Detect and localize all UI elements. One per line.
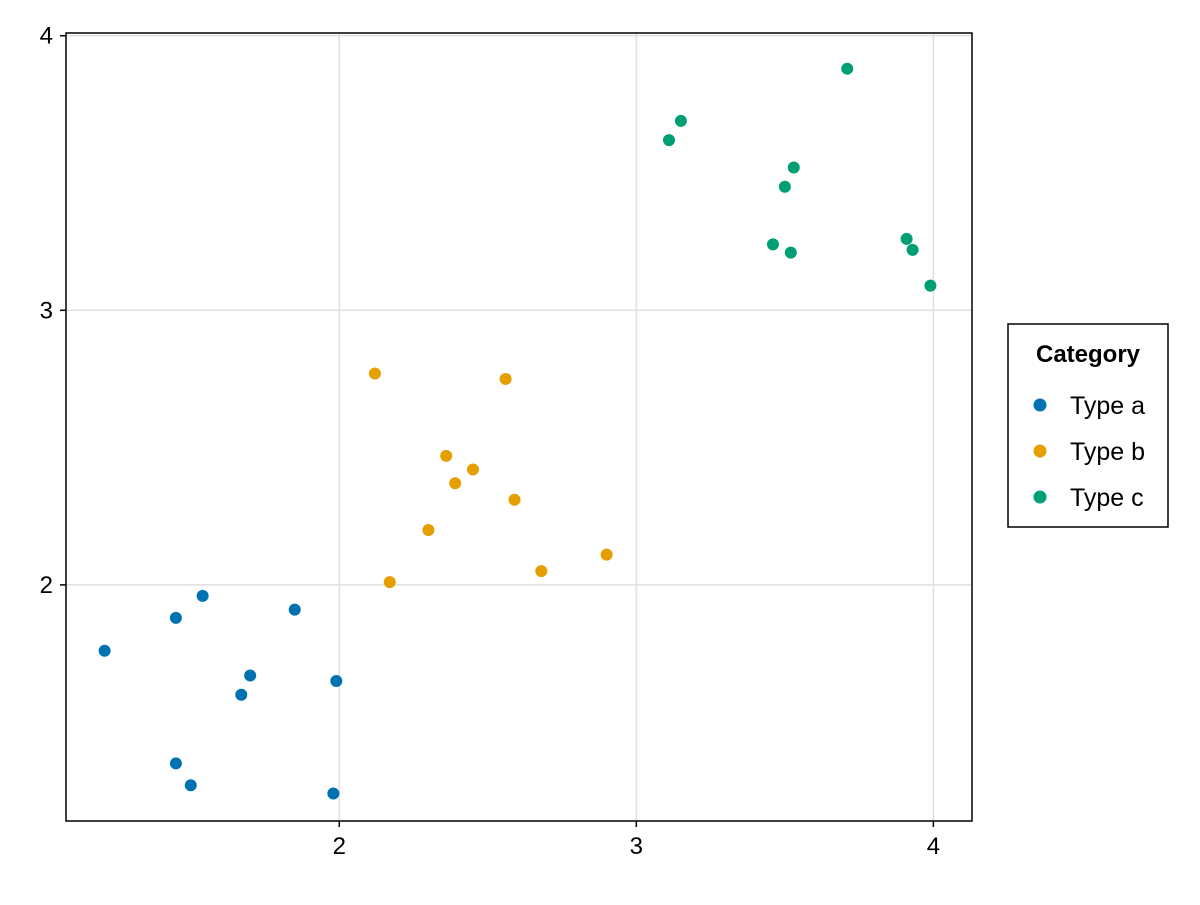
data-point-type-a xyxy=(288,603,301,616)
data-point-type-c xyxy=(766,238,779,251)
legend-frame xyxy=(1007,323,1169,528)
legend-label-type-b: Type b xyxy=(1070,438,1145,466)
x-tick-label: 4 xyxy=(927,833,940,860)
legend-marker-type-c xyxy=(1033,490,1047,504)
y-tick-label: 4 xyxy=(40,23,53,50)
data-point-type-c xyxy=(900,232,913,245)
legend-marker-type-a xyxy=(1033,398,1047,412)
data-point-type-a xyxy=(196,589,209,602)
legend-marker-type-b xyxy=(1033,444,1047,458)
data-point-type-a xyxy=(327,787,340,800)
data-point-type-a xyxy=(244,669,257,682)
data-point-type-a xyxy=(169,757,182,770)
data-point-type-c xyxy=(841,62,854,75)
data-point-type-c xyxy=(663,134,676,147)
data-point-type-a xyxy=(98,644,111,657)
y-tick-label: 2 xyxy=(40,572,53,599)
data-point-type-b xyxy=(449,477,462,490)
data-point-type-a xyxy=(184,779,197,792)
x-tick-label: 2 xyxy=(333,833,346,860)
axis-ticks: 2 3 4 2 3 4 xyxy=(40,23,940,860)
data-point-type-b xyxy=(466,463,479,476)
data-point-type-c xyxy=(787,161,800,174)
y-tick-label: 3 xyxy=(40,297,53,324)
plot-area-frame xyxy=(65,32,973,822)
data-point-type-b xyxy=(422,523,435,536)
data-point-type-b xyxy=(508,493,521,506)
legend: Category Type a Type b Type c xyxy=(1007,323,1169,528)
data-point-type-c xyxy=(784,246,797,259)
legend-label-type-a: Type a xyxy=(1070,392,1145,420)
data-point-type-b xyxy=(499,372,512,385)
data-point-type-c xyxy=(674,114,687,127)
data-point-type-a xyxy=(235,688,248,701)
data-point-type-b xyxy=(600,548,613,561)
data-point-type-a xyxy=(330,674,343,687)
data-point-type-b xyxy=(383,576,396,589)
data-point-type-c xyxy=(924,279,937,292)
data-point-type-c xyxy=(906,243,919,256)
data-point-type-b xyxy=(535,565,548,578)
x-tick-label: 3 xyxy=(630,833,643,860)
data-point-type-b xyxy=(368,367,381,380)
grid-lines xyxy=(66,33,972,821)
data-points xyxy=(98,62,937,800)
legend-title: Category xyxy=(1036,341,1141,368)
data-point-type-b xyxy=(440,449,453,462)
legend-label-type-c: Type c xyxy=(1070,484,1144,512)
data-point-type-a xyxy=(169,611,182,624)
data-point-type-c xyxy=(778,180,791,193)
